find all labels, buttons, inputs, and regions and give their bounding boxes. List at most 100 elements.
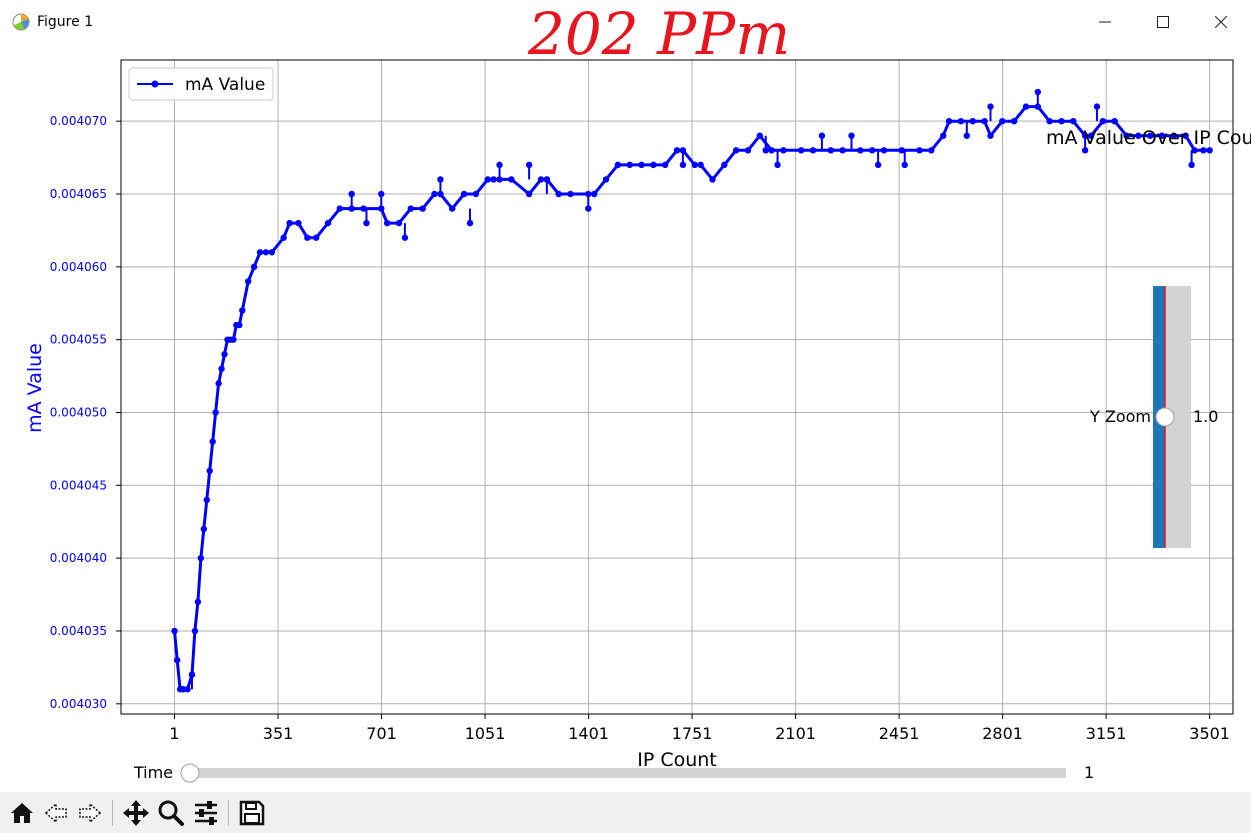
data-point (650, 161, 657, 169)
data-point (857, 147, 864, 154)
data-point (1170, 132, 1178, 139)
data-point (809, 147, 817, 154)
data-point (1058, 117, 1065, 125)
data-point (880, 147, 888, 154)
y-tick-label: 0.004030 (50, 697, 107, 711)
data-point (827, 147, 834, 154)
y-tick-label: 0.004045 (50, 478, 107, 492)
data-point (460, 190, 468, 198)
data-point (721, 161, 728, 169)
zoom-button[interactable] (155, 798, 187, 828)
data-point (407, 205, 415, 212)
app-icon (12, 13, 30, 31)
data-point (590, 190, 598, 198)
x-tick-label: 351 (263, 724, 294, 743)
save-button[interactable] (236, 798, 268, 828)
data-point (1070, 117, 1077, 125)
data-point (197, 554, 205, 562)
x-tick-label: 3151 (1086, 724, 1127, 743)
forward-icon (79, 802, 102, 824)
data-point (744, 147, 752, 154)
data-point (987, 103, 994, 110)
data-point (360, 205, 367, 212)
legend-marker-swatch (151, 80, 159, 88)
toolbar-separator (112, 800, 113, 826)
y-zoom-handle[interactable] (1155, 407, 1175, 427)
data-point (768, 147, 775, 154)
data-point (490, 176, 497, 183)
data-point (1081, 147, 1089, 154)
data-point (395, 219, 403, 227)
data-point (543, 176, 551, 183)
configure-subplots-icon (195, 801, 217, 825)
time-label: Time (133, 763, 173, 782)
minimize-button[interactable] (1076, 0, 1134, 44)
data-point (848, 132, 855, 139)
minimize-icon (1099, 21, 1111, 23)
data-point (1093, 103, 1101, 110)
pan-icon (123, 800, 149, 826)
data-point (679, 161, 687, 169)
data-point (230, 336, 237, 343)
configure-subplots-button[interactable] (190, 798, 222, 828)
data-point (999, 117, 1006, 125)
close-button[interactable] (1192, 0, 1250, 44)
home-button[interactable] (6, 798, 38, 828)
data-point (602, 176, 610, 183)
data-point (184, 686, 191, 693)
data-point (898, 147, 905, 154)
handwritten-annotation: 202 PPm (527, 0, 790, 68)
data-point (472, 190, 480, 198)
time-handle[interactable] (180, 763, 200, 783)
data-point (780, 147, 787, 154)
data-point (537, 176, 545, 183)
data-point (1087, 132, 1095, 139)
data-point (945, 117, 953, 125)
plot-background (121, 60, 1233, 714)
zoom-icon (158, 800, 184, 826)
data-point (496, 161, 503, 169)
forward-button[interactable] (74, 798, 106, 828)
y-zoom-slider[interactable]: Y Zoom 1.0 (1089, 286, 1218, 548)
time-track (190, 768, 1066, 778)
x-tick-label: 2101 (775, 724, 816, 743)
data-point (1111, 117, 1118, 125)
data-point (378, 190, 385, 198)
data-point (173, 656, 181, 664)
y-tick-label: 0.004035 (50, 624, 107, 638)
legend: mA Value (128, 67, 274, 101)
back-button[interactable] (40, 798, 72, 828)
window-titlebar: Figure 1 (0, 0, 1251, 44)
time-slider[interactable]: Time 1 (133, 763, 1094, 783)
data-point (638, 161, 645, 169)
figure-canvas: 202 PPm 1 351 701 1051 1401 1751 2101 2451 2801 3… (24, 0, 1251, 783)
data-point (1010, 117, 1018, 125)
data-point (585, 205, 592, 212)
data-point (348, 190, 355, 198)
grid (121, 60, 1233, 714)
pan-button[interactable] (120, 798, 152, 828)
y-axis-label: mA Value (24, 343, 46, 433)
data-point (525, 190, 533, 198)
handwritten-annotation-text: 202 PPm (527, 0, 790, 68)
data-point (1034, 88, 1042, 96)
data-point (262, 249, 270, 256)
y-tick-label: 0.004040 (50, 551, 107, 565)
data-point (191, 627, 199, 635)
data-point (256, 249, 264, 256)
data-point (691, 161, 698, 169)
plot-area[interactable]: 1 351 701 1051 1401 1751 2101 2451 2801 3151 3501 … (50, 59, 1234, 743)
data-point (963, 132, 971, 139)
close-icon (1215, 16, 1227, 28)
x-axis-ticks: 1 351 701 1051 1401 1751 2101 2451 2801 3151 3501 (169, 714, 1230, 743)
data-point (239, 307, 246, 314)
x-tick-label: 1 (169, 724, 179, 743)
save-icon (239, 800, 265, 826)
data-point (466, 219, 474, 227)
y-tick-label: 0.004055 (50, 333, 107, 347)
y-tick-label: 0.004060 (50, 260, 107, 274)
data-point (312, 234, 320, 241)
data-point (1123, 132, 1130, 139)
data-point (431, 190, 438, 198)
maximize-button[interactable] (1134, 0, 1192, 44)
